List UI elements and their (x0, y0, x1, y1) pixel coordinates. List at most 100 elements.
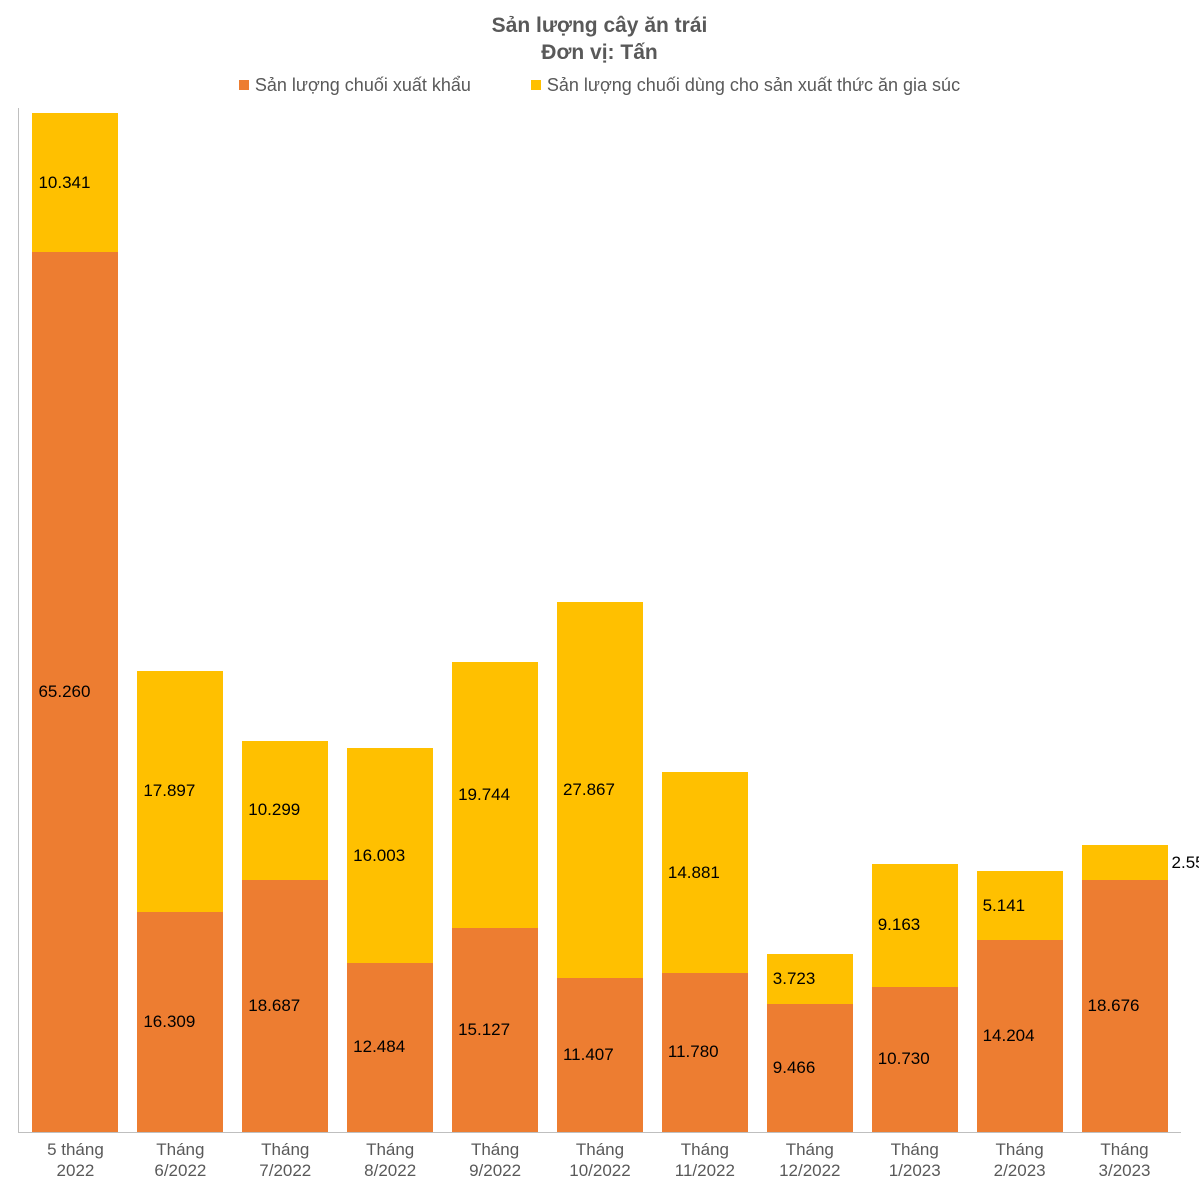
x-axis-label-line1: Tháng (548, 1139, 653, 1160)
chart-title-line1: Sản lượng cây ăn trái (18, 12, 1181, 39)
stacked-bar: 9.163 10.730 (872, 864, 958, 1132)
bar-segment-series1: 9.466 (767, 1004, 853, 1132)
bar-value-series1: 11.407 (563, 1045, 614, 1065)
chart-container: Sản lượng cây ăn trái Đơn vị: Tấn Sản lư… (0, 0, 1199, 1199)
bar-segment-series2: 17.897 (137, 671, 223, 912)
bar-segment-series1: 11.780 (662, 973, 748, 1132)
x-axis-label-line2: 12/2022 (757, 1160, 862, 1181)
stacked-bar: 19.744 15.127 (452, 662, 538, 1132)
x-axis: 5 tháng2022Tháng6/2022Tháng7/2022Tháng8/… (18, 1133, 1181, 1182)
x-axis-label-line1: Tháng (233, 1139, 338, 1160)
chart-legend: Sản lượng chuối xuất khẩu Sản lượng chuố… (18, 75, 1181, 96)
bar-column: 5.141 14.204 (967, 108, 1072, 1132)
legend-swatch-series1 (239, 80, 249, 90)
bar-value-series2: 16.003 (353, 846, 405, 866)
bar-value-series1: 18.687 (248, 996, 300, 1016)
stacked-bar: 10.299 18.687 (242, 741, 328, 1132)
x-axis-label: Tháng3/2023 (1072, 1139, 1177, 1182)
bar-segment-series1: 15.127 (452, 928, 538, 1132)
bar-value-series2: 3.723 (773, 969, 816, 989)
bar-segment-series1: 16.309 (137, 912, 223, 1132)
bar-value-series2: 10.299 (248, 800, 300, 820)
bar-column: 27.867 11.407 (548, 108, 653, 1132)
x-axis-label: Tháng8/2022 (338, 1139, 443, 1182)
x-axis-label-line2: 6/2022 (128, 1160, 233, 1181)
x-axis-label: Tháng9/2022 (443, 1139, 548, 1182)
x-axis-label-line1: Tháng (1072, 1139, 1177, 1160)
x-axis-label: 5 tháng2022 (23, 1139, 128, 1182)
bar-segment-series1: 10.730 (872, 987, 958, 1132)
bar-value-series1: 12.484 (353, 1037, 405, 1057)
bar-value-series2: 17.897 (143, 781, 195, 801)
bar-segment-series2: 14.881 (662, 772, 748, 972)
x-axis-label-line1: Tháng (967, 1139, 1072, 1160)
x-axis-label: Tháng6/2022 (128, 1139, 233, 1182)
bar-segment-series1: 65.260 (32, 252, 118, 1131)
x-axis-label: Tháng2/2023 (967, 1139, 1072, 1182)
bar-value-series1: 11.780 (668, 1042, 719, 1062)
legend-swatch-series2 (531, 80, 541, 90)
bar-column: 9.163 10.730 (862, 108, 967, 1132)
bar-segment-series1: 11.407 (557, 978, 643, 1132)
bar-segment-series1: 18.687 (242, 880, 328, 1132)
x-axis-label-line2: 2022 (23, 1160, 128, 1181)
x-axis-label-line2: 3/2023 (1072, 1160, 1177, 1181)
stacked-bar: 17.897 16.309 (137, 671, 223, 1132)
bar-column: 16.003 12.484 (338, 108, 443, 1132)
stacked-bar: 27.867 11.407 (557, 602, 643, 1131)
bar-segment-series2: 3.723 (767, 954, 853, 1004)
chart-title: Sản lượng cây ăn trái Đơn vị: Tấn (18, 12, 1181, 67)
bar-value-series2: 10.341 (38, 173, 90, 193)
bar-value-series1: 16.309 (143, 1012, 195, 1032)
bar-segment-series1: 14.204 (977, 940, 1063, 1131)
plot-wrap: 10.341 65.260 17.897 16.309 10.299 18.687 16.0… (18, 108, 1181, 1181)
bar-value-series1: 14.204 (983, 1026, 1035, 1046)
bar-segment-series2: 10.341 (32, 113, 118, 252)
x-axis-label-line1: Tháng (862, 1139, 967, 1160)
x-axis-label: Tháng7/2022 (233, 1139, 338, 1182)
bar-segment-series2: 2.556 (1082, 845, 1168, 879)
bar-value-series1: 65.260 (38, 682, 90, 702)
stacked-bar: 14.881 11.780 (662, 772, 748, 1131)
stacked-bar: 10.341 65.260 (32, 113, 118, 1132)
bar-segment-series2: 27.867 (557, 602, 643, 977)
plot-area: 10.341 65.260 17.897 16.309 10.299 18.687 16.0… (18, 108, 1181, 1133)
bar-column: 10.299 18.687 (233, 108, 338, 1132)
bar-value-series2: 14.881 (668, 863, 720, 883)
bar-segment-series2: 10.299 (242, 741, 328, 880)
bar-column: 10.341 65.260 (23, 108, 128, 1132)
x-axis-label-line2: 9/2022 (443, 1160, 548, 1181)
x-axis-label: Tháng10/2022 (548, 1139, 653, 1182)
bar-column: 14.881 11.780 (652, 108, 757, 1132)
bar-segment-series1: 12.484 (347, 963, 433, 1131)
x-axis-label-line1: Tháng (128, 1139, 233, 1160)
stacked-bar: 5.141 14.204 (977, 871, 1063, 1132)
stacked-bar: 16.003 12.484 (347, 748, 433, 1132)
bar-value-series1: 10.730 (878, 1049, 930, 1069)
bar-segment-series2: 9.163 (872, 864, 958, 987)
bar-value-series2: 2.556 (1172, 853, 1199, 873)
bar-value-series2: 9.163 (878, 915, 921, 935)
bar-segment-series2: 16.003 (347, 748, 433, 964)
x-axis-label-line1: Tháng (338, 1139, 443, 1160)
bar-column: 17.897 16.309 (128, 108, 233, 1132)
bar-value-series2: 19.744 (458, 785, 510, 805)
bar-segment-series2: 19.744 (452, 662, 538, 928)
legend-item-series1: Sản lượng chuối xuất khẩu (239, 75, 471, 96)
x-axis-label: Tháng1/2023 (862, 1139, 967, 1182)
x-axis-label-line2: 8/2022 (338, 1160, 443, 1181)
x-axis-label-line1: 5 tháng (23, 1139, 128, 1160)
x-axis-label-line1: Tháng (757, 1139, 862, 1160)
bar-segment-series2: 5.141 (977, 871, 1063, 940)
x-axis-label-line2: 10/2022 (548, 1160, 653, 1181)
bar-value-series1: 18.676 (1088, 996, 1140, 1016)
stacked-bar: 2.556 18.676 (1082, 845, 1168, 1131)
bar-column: 2.556 18.676 (1072, 108, 1177, 1132)
x-axis-label-line1: Tháng (652, 1139, 757, 1160)
x-axis-label-line1: Tháng (443, 1139, 548, 1160)
x-axis-label-line2: 2/2023 (967, 1160, 1072, 1181)
bar-segment-series1: 18.676 (1082, 880, 1168, 1132)
x-axis-label: Tháng12/2022 (757, 1139, 862, 1182)
bar-column: 19.744 15.127 (443, 108, 548, 1132)
x-axis-label-line2: 1/2023 (862, 1160, 967, 1181)
